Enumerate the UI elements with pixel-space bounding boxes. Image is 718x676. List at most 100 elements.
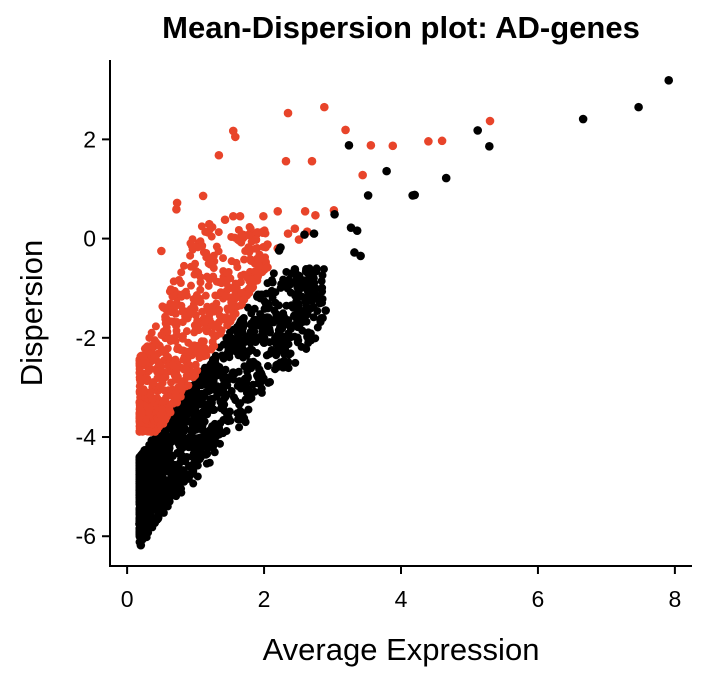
data-point: [184, 381, 193, 390]
data-point: [307, 336, 316, 345]
data-point: [309, 287, 318, 296]
data-point: [212, 431, 221, 440]
data-point: [227, 298, 236, 307]
data-point: [263, 240, 272, 249]
data-point: [252, 349, 261, 358]
data-point: [225, 284, 234, 293]
data-point: [178, 428, 187, 437]
data-point: [303, 330, 312, 339]
data-point: [410, 190, 419, 200]
data-point: [207, 254, 216, 263]
data-point: [236, 301, 245, 310]
chart-title: Mean-Dispersion plot: AD-genes: [162, 10, 640, 45]
data-point: [247, 275, 256, 284]
data-point: [382, 166, 391, 176]
x-axis-label: Average Expression: [263, 632, 540, 667]
data-point: [263, 263, 272, 272]
data-point: [320, 102, 329, 112]
data-point: [186, 262, 195, 271]
data-point: [226, 316, 235, 325]
data-point: [138, 358, 147, 367]
data-point: [163, 344, 172, 353]
data-point: [192, 291, 201, 300]
data-point: [290, 265, 300, 274]
data-point: [294, 235, 304, 244]
data-point: [207, 232, 216, 241]
data-point: [137, 474, 146, 483]
data-point: [245, 231, 254, 240]
data-point: [318, 283, 327, 292]
data-point: [221, 291, 230, 300]
data-point: [199, 248, 208, 257]
data-point: [220, 215, 230, 225]
data-point: [280, 349, 289, 358]
data-point: [225, 351, 234, 360]
data-point: [298, 318, 307, 327]
data-point: [171, 393, 180, 402]
data-point: [148, 395, 157, 404]
data-point: [215, 362, 224, 371]
data-point: [187, 281, 195, 290]
data-point: [294, 336, 303, 345]
data-point: [200, 363, 209, 372]
data-point: [227, 345, 236, 354]
data-point: [257, 290, 266, 299]
data-point: [161, 415, 170, 424]
data-point: [135, 399, 144, 408]
data-point: [307, 296, 317, 305]
data-point: [321, 306, 330, 315]
data-point: [198, 420, 207, 429]
data-point: [217, 279, 226, 288]
data-point: [208, 385, 217, 394]
data-point: [243, 373, 252, 382]
data-point: [201, 428, 210, 437]
data-point: [209, 272, 218, 281]
data-point: [304, 274, 313, 284]
data-point: [151, 514, 160, 523]
data-point: [219, 254, 228, 263]
data-point: [137, 484, 147, 494]
data-point: [178, 332, 187, 341]
data-point: [243, 367, 252, 376]
data-point: [271, 288, 280, 297]
data-point: [179, 355, 188, 364]
data-point: [168, 292, 177, 301]
data-point: [240, 414, 249, 423]
data-point: [246, 255, 255, 264]
data-point: [318, 271, 327, 280]
data-point: [212, 242, 221, 251]
data-point: [145, 366, 154, 375]
y-tick-label: -6: [76, 523, 96, 549]
data-point: [250, 387, 259, 396]
data-point: [212, 299, 221, 308]
data-point: [284, 364, 293, 373]
data-point: [302, 303, 311, 312]
data-point: [255, 255, 264, 264]
data-point: [194, 297, 203, 306]
data-point: [215, 311, 224, 320]
data-point: [201, 227, 210, 236]
data-point: [281, 156, 291, 166]
data-point: [159, 447, 168, 456]
data-point: [136, 540, 146, 550]
data-point: [273, 347, 282, 356]
data-point: [136, 508, 145, 517]
data-point: [155, 382, 164, 390]
data-point: [241, 247, 250, 256]
data-point: [240, 295, 249, 304]
y-tick-label: 2: [83, 126, 96, 152]
data-point: [235, 423, 244, 432]
data-point: [172, 318, 181, 327]
data-point: [214, 324, 223, 333]
data-point: [290, 224, 300, 233]
data-point: [187, 427, 197, 437]
data-point: [210, 447, 219, 456]
data-point: [302, 344, 311, 353]
data-point: [485, 116, 495, 126]
data-point: [194, 380, 203, 389]
data-point: [138, 453, 147, 462]
data-point: [208, 355, 217, 364]
data-point: [265, 303, 274, 312]
y-tick-label: -2: [76, 325, 96, 351]
